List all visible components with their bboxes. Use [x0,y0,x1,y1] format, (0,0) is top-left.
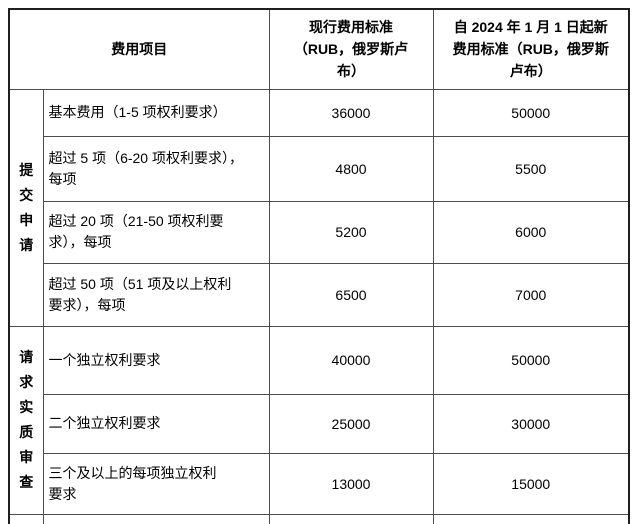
new-fee-basic: 50000 [432,88,630,137]
item-three-plus-independent-claims: 三个及以上的每项独立权利 要求 [42,452,270,515]
current-fee-basic: 36000 [268,88,434,137]
table-row-two-independent-claims: 二个独立权利要求 25000 30000 [9,393,630,454]
current-fee-three-plus-claims: 13000 [268,452,434,515]
item-over-50-claims: 超过 50 项（51 项及以上权利 要求），每项 [42,262,270,327]
item-one-independent-claim: 一个独立权利要求 [42,325,270,395]
group-label-submit-application: 提 交 申 请 [8,88,44,327]
table-row-partial-cutoff [8,513,630,524]
table-row-over-20-claims: 超过 20 项（21-50 项权利要 求），每项 5200 6000 [9,200,630,264]
header-current-fee: 现行费用标准 （RUB，俄罗斯卢 布） [268,8,434,90]
new-fee-three-plus-claims: 15000 [432,452,630,515]
item-over-20-claims: 超过 20 项（21-50 项权利要 求），每项 [42,200,270,264]
current-fee-one-claim: 40000 [268,325,434,395]
partial-cell-current [268,513,434,524]
partial-cell-new [432,513,630,524]
table-row-one-independent-claim: 请 求 实 质 审 查 一个独立权利要求 40000 50000 [8,325,630,515]
header-new-fee-2024: 自 2024 年 1 月 1 日起新 费用标准（RUB，俄罗斯 卢布） [432,8,630,90]
new-fee-over-50: 7000 [432,262,630,327]
partial-cell-item [42,513,270,524]
current-fee-over-20: 5200 [268,200,434,264]
table-row-over-50-claims: 超过 50 项（51 项及以上权利 要求），每项 6500 7000 [9,262,630,327]
table-header-row: 费用项目 现行费用标准 （RUB，俄罗斯卢 布） 自 2024 年 1 月 1 … [8,8,630,90]
item-two-independent-claims: 二个独立权利要求 [42,393,270,454]
current-fee-over-50: 6500 [268,262,434,327]
current-fee-two-claims: 25000 [268,393,434,454]
fee-schedule-table: 费用项目 现行费用标准 （RUB，俄罗斯卢 布） 自 2024 年 1 月 1 … [8,8,630,524]
new-fee-one-claim: 50000 [432,325,630,395]
new-fee-over-20: 6000 [432,200,630,264]
group-label-substantive-examination: 请 求 实 质 审 查 [8,325,44,515]
table-row-basic-fee: 提 交 申 请 基本费用（1-5 项权利要求） 36000 50000 [8,88,630,327]
new-fee-over-5: 5500 [432,135,630,202]
current-fee-over-5: 4800 [268,135,434,202]
header-fee-item: 费用项目 [8,8,270,90]
item-over-5-claims: 超过 5 项（6-20 项权利要求）， 每项 [42,135,270,202]
partial-cell-group [8,513,44,524]
new-fee-two-claims: 30000 [432,393,630,454]
table-row-three-plus-independent-claims: 三个及以上的每项独立权利 要求 13000 15000 [9,452,630,515]
table-row-over-5-claims: 超过 5 项（6-20 项权利要求）， 每项 4800 5500 [9,135,630,202]
item-basic-fee: 基本费用（1-5 项权利要求） [42,88,270,137]
